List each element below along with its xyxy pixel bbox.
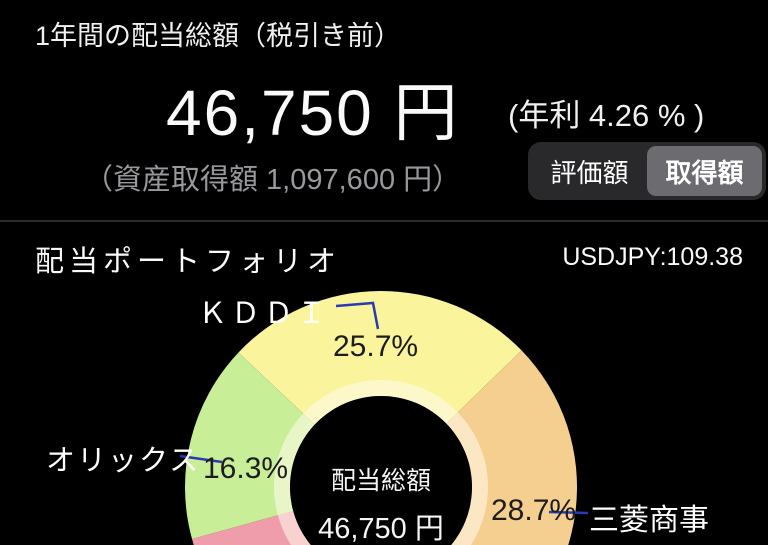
toggle-option-acquisition[interactable]: 取得額 bbox=[647, 146, 762, 196]
segment-percent-orix: 16.3% bbox=[203, 452, 289, 485]
portfolio-section-title: 配当ポートフォリオ bbox=[35, 246, 342, 278]
usdjpy-rate: USDJPY:109.38 bbox=[562, 243, 743, 271]
segment-label-kddi: ＫＤＤＩ bbox=[198, 298, 331, 330]
valuation-toggle: 評価額 取得額 bbox=[528, 142, 766, 200]
toggle-option-valuation[interactable]: 評価額 bbox=[550, 157, 629, 188]
orix-leader-line bbox=[179, 454, 223, 464]
section-divider bbox=[0, 220, 768, 222]
segment-percent-kddi: 25.7% bbox=[333, 330, 419, 363]
donut-center-value: 46,750 円 bbox=[318, 513, 444, 545]
donut-inner-ring-highlight bbox=[274, 380, 488, 545]
page-title: 1年間の配当総額（税引き前） bbox=[35, 21, 402, 51]
donut-center-label: 配当総額 bbox=[330, 467, 431, 495]
asset-acquisition-amount: （資産取得額 1,097,600 円） bbox=[84, 164, 462, 196]
segment-percent-mitsubishi: 28.7% bbox=[491, 494, 577, 527]
donut-hole bbox=[290, 396, 472, 545]
segment-label-mitsubishi: 三菱商事 bbox=[589, 504, 709, 537]
annual-yield: (年利 4.26 % ) bbox=[508, 98, 705, 133]
donut-center-text: 配当総額 46,750 円 bbox=[261, 461, 501, 545]
donut-segment-ＫＤＤＩ[interactable] bbox=[238, 290, 522, 425]
segment-label-orix: オリックス bbox=[46, 445, 201, 477]
kddi-leader-line bbox=[335, 301, 380, 330]
total-dividend-amount: 46,750 円 bbox=[166, 77, 460, 149]
mitsubishi-leader-line bbox=[548, 510, 589, 515]
